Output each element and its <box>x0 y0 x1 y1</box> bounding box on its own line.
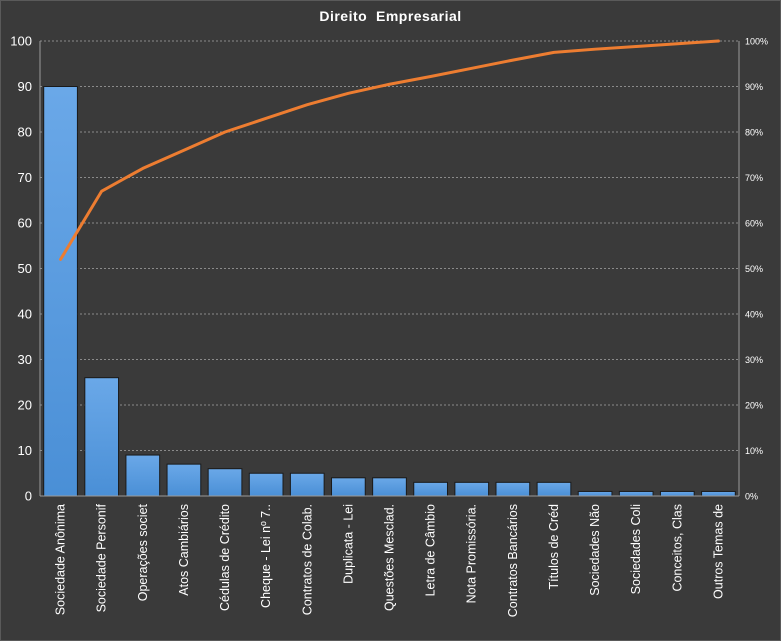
x-tick-label: Sociedade Personif <box>95 503 109 612</box>
x-tick-label: Atos Cambiários <box>177 504 191 596</box>
x-tick-label: Operações societ <box>136 503 150 601</box>
y2-tick-label: 50% <box>745 264 763 274</box>
bar <box>43 86 78 497</box>
x-tick-label: Outros Temas de <box>711 504 725 599</box>
bar <box>331 477 366 497</box>
y-tick-label: 0 <box>25 489 32 504</box>
bar <box>125 454 161 497</box>
x-tick-label: Cheque - Lei nº 7.. <box>259 504 273 608</box>
x-tick-label: Sociedades Não <box>588 504 602 596</box>
axes <box>39 41 740 497</box>
x-tick-label: Contratos Bancários <box>506 504 520 617</box>
x-tick-label: Letra de Câmbio <box>424 504 438 596</box>
y-tick-label: 50 <box>18 261 32 276</box>
y2-tick-label: 40% <box>745 310 763 320</box>
bar <box>536 481 572 497</box>
y-tick-label: 60 <box>18 216 32 231</box>
y-tick-label: 70 <box>18 170 32 185</box>
x-tick-label: Questões Mesclad. <box>383 504 397 611</box>
bar <box>248 472 284 497</box>
y-tick-label: 100 <box>10 34 32 49</box>
y2-tick-label: 70% <box>745 173 763 183</box>
y2-tick-label: 10% <box>745 446 763 456</box>
x-tick-label: Contratos de Colab. <box>300 504 314 615</box>
bar <box>577 490 613 497</box>
y-tick-label: 80 <box>18 125 32 140</box>
x-tick-label: Nota Promissória. <box>465 504 479 603</box>
y-tick-label: 20 <box>18 398 32 413</box>
gridlines <box>40 40 739 451</box>
y-tick-label: 30 <box>18 352 32 367</box>
bar <box>207 468 243 497</box>
bar <box>659 490 695 497</box>
bar <box>289 472 325 497</box>
y2-tick-label: 20% <box>745 401 763 411</box>
y2-tick-label: 100% <box>745 37 768 47</box>
y2-tick-label: 80% <box>745 128 763 138</box>
cumulative-line-series <box>59 39 720 261</box>
bar <box>495 481 531 497</box>
bar <box>84 377 120 497</box>
y2-tick-label: 60% <box>745 219 763 229</box>
bar <box>372 477 407 497</box>
x-tick-label: Duplicata - Lei <box>341 504 355 584</box>
bar <box>454 481 490 497</box>
y-tick-label: 90 <box>18 79 32 94</box>
tick-labels: 0 10 20 30 40 50 60 70 80 90 100 0% 10% 20% 30% 40% 50% 6… <box>10 34 768 618</box>
x-tick-label: Sociedade Anônima <box>54 504 68 615</box>
bar <box>413 481 448 497</box>
bar <box>618 490 654 497</box>
x-tick-label: Conceitos, Clas <box>670 504 684 592</box>
y-tick-label: 10 <box>18 443 32 458</box>
y2-tick-label: 90% <box>745 82 763 92</box>
x-tick-label: Títulos de Créd <box>547 504 561 590</box>
bar <box>701 490 736 497</box>
cumulative-line <box>59 39 720 261</box>
bar-series <box>43 86 736 497</box>
bar <box>166 463 202 497</box>
y2-tick-label: 0% <box>745 492 758 502</box>
chart-title: Direito Empresarial <box>319 8 462 24</box>
y2-tick-label: 30% <box>745 355 763 365</box>
y-tick-label: 40 <box>18 307 32 322</box>
x-tick-label: Cédulas de Crédito <box>218 504 232 611</box>
x-tick-label: Sociedades Coli <box>629 504 643 594</box>
